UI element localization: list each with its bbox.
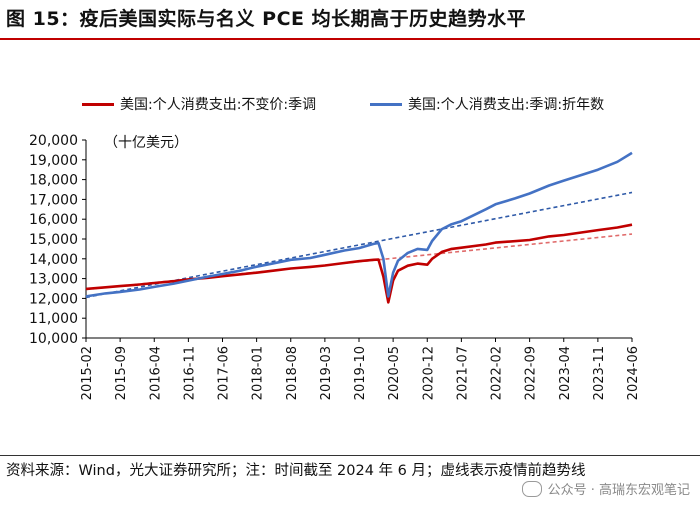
x-tick-label: 2018-08: [285, 346, 300, 400]
legend-item-nominal-pce: 美国:个人消费支出:季调:折年数: [370, 94, 604, 114]
x-tick-label: 2019-10: [353, 346, 368, 400]
legend-swatch-real-pce: [82, 102, 114, 106]
legend-item-real-pce: 美国:个人消费支出:不变价:季调: [82, 94, 316, 114]
y-tick-label: 16,000: [29, 212, 78, 228]
series-line-real-pce: [85, 223, 633, 304]
y-tick-label: 19,000: [29, 153, 78, 169]
wechat-icon: [521, 480, 542, 497]
y-tick-label: 18,000: [29, 173, 78, 189]
pce-line-chart: 10,000 11,000 12,000 13,000 14,000 15,000 16,0…: [29, 133, 641, 400]
title-divider: [0, 38, 700, 40]
x-tick-label: 2016-11: [182, 346, 197, 400]
y-tick-label: 11,000: [29, 311, 78, 327]
legend-label-real-pce: 美国:个人消费支出:不变价:季调: [120, 97, 317, 113]
y-tick-label: 13,000: [29, 272, 78, 288]
x-tick-label: 2022-02: [490, 346, 505, 400]
y-tick-label: 12,000: [29, 291, 78, 307]
y-tick-label: 20,000: [29, 133, 78, 149]
legend-label-nominal-pce: 美国:个人消费支出:季调:折年数: [408, 97, 605, 113]
legend-swatch-nominal-pce: [370, 102, 402, 106]
x-tick-label: 2015-02: [80, 346, 95, 400]
x-tick-label: 2016-04: [148, 346, 163, 400]
footer-divider: [0, 455, 700, 456]
x-tick-label: 2017-06: [217, 346, 232, 400]
x-tick-label: 2018-01: [251, 346, 266, 400]
watermark: 公众号 · 高瑞东宏观笔记: [521, 479, 690, 498]
y-tick-label: 10,000: [29, 331, 78, 347]
y-tick-label: 17,000: [29, 192, 78, 208]
x-tick-label: 2024-06: [626, 346, 641, 400]
x-tick-label: 2015-09: [114, 346, 129, 400]
figure-title: 图 15：疫后美国实际与名义 PCE 均长期高于历史趋势水平: [6, 8, 527, 30]
x-tick-label: 2020-05: [387, 346, 402, 400]
chart-area: 10,000 11,000 12,000 13,000 14,000 15,000 16,0…: [29, 133, 641, 400]
watermark-text: 公众号 · 高瑞东宏观笔记: [547, 483, 690, 498]
y-tick-label: 15,000: [29, 232, 78, 248]
chart-legend: 美国:个人消费支出:不变价:季调 美国:个人消费支出:季调:折年数: [0, 92, 700, 116]
y-unit-label: （十亿美元）: [104, 135, 188, 151]
x-tick-label: 2019-03: [319, 346, 334, 400]
x-tick-label: 2023-11: [592, 346, 607, 400]
source-note: 资料来源：Wind，光大证券研究所；注：时间截至 2024 年 6 月；虚线表示…: [6, 463, 586, 479]
x-tick-label: 2020-12: [421, 346, 436, 400]
x-tick-label: 2022-09: [524, 346, 539, 400]
series-line-nominal-pce: [85, 151, 633, 298]
y-tick-label: 14,000: [29, 252, 78, 268]
x-tick-label: 2023-04: [558, 346, 573, 400]
x-tick-label: 2021-07: [455, 346, 470, 400]
